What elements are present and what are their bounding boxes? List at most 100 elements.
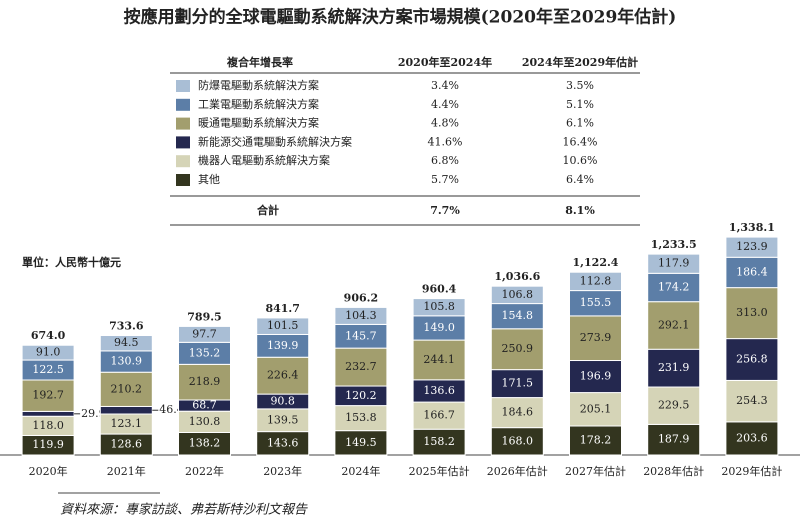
bar-segment — [569, 271, 622, 292]
x-tick-label: 2024年 — [341, 464, 380, 478]
bar-segment — [647, 423, 701, 456]
data-label: 117.9 — [658, 257, 690, 270]
bar-segment — [490, 303, 544, 330]
data-label: 122.5 — [32, 363, 64, 376]
bar-segment — [99, 335, 153, 352]
data-label: 166.7 — [423, 409, 455, 422]
data-label: 135.2 — [189, 346, 221, 359]
bar-segment — [647, 253, 701, 274]
legend-swatch — [176, 80, 190, 92]
data-label: 123.1 — [111, 417, 143, 430]
bar-segment — [647, 301, 701, 350]
bar-segment — [21, 344, 75, 361]
data-label: 104.3 — [345, 309, 377, 322]
data-label: 139.9 — [267, 339, 299, 352]
data-label: 231.9 — [658, 361, 690, 374]
bar-segment — [21, 410, 75, 417]
data-label: 97.7 — [192, 327, 217, 340]
bar-segment — [569, 425, 622, 456]
legend-swatch — [176, 136, 190, 149]
data-label: 119.9 — [32, 438, 64, 451]
cagr-value: 10.6% — [563, 154, 598, 167]
data-label: 154.8 — [502, 309, 534, 322]
bar-segment — [569, 315, 622, 362]
x-tick-label: 2025年估計 — [409, 464, 470, 478]
data-label: 192.7 — [32, 389, 64, 402]
bar-segment — [725, 236, 779, 258]
data-label: 273.9 — [580, 331, 612, 344]
total-label: 841.7 — [265, 302, 299, 315]
total-label: 906.2 — [344, 291, 378, 304]
legend-label: 暖通電驅動系統解決方案 — [198, 116, 319, 130]
legend-label: 其他 — [198, 173, 220, 186]
data-label: 244.1 — [423, 353, 455, 366]
legend-swatch — [176, 155, 190, 168]
data-label: 149.0 — [423, 321, 455, 334]
bar-segment — [647, 386, 701, 425]
cagr-value: 5.1% — [566, 98, 594, 111]
legend-label: 工業電驅動系統解決方案 — [198, 97, 319, 111]
data-label: 292.1 — [658, 318, 690, 331]
data-label: 149.5 — [345, 436, 377, 449]
data-label: 143.6 — [267, 436, 299, 449]
total-label: 733.6 — [109, 320, 144, 333]
data-label: 229.5 — [658, 399, 690, 412]
bar-segment — [725, 287, 779, 340]
data-label: 218.9 — [189, 375, 221, 388]
bar-segment — [725, 338, 779, 381]
bar-segment — [412, 315, 466, 341]
data-label: 101.5 — [267, 319, 299, 332]
legend-label: 防爆電驅動系統解決方案 — [198, 78, 319, 92]
bar-segment — [256, 356, 310, 395]
bar-segment — [569, 360, 622, 394]
cagr-total-label: 合計 — [257, 203, 279, 217]
data-label: 94.5 — [114, 336, 139, 349]
bar-segment — [412, 428, 466, 456]
bar-segment — [412, 401, 466, 430]
data-label: 171.5 — [502, 377, 534, 390]
bar-segment — [334, 306, 388, 325]
data-label: 210.2 — [111, 382, 143, 395]
x-tick-label: 2021年 — [107, 464, 146, 478]
data-label: 105.8 — [423, 300, 455, 313]
cagr-value: 3.4% — [431, 79, 459, 92]
legend-swatch — [176, 117, 190, 130]
source: 資料來源：專家訪談、弗若斯特沙利文報告 — [60, 502, 308, 518]
cagr-value: 6.1% — [566, 117, 594, 130]
data-label: 203.6 — [736, 431, 768, 444]
bar-segment — [256, 317, 310, 335]
data-label: 106.8 — [502, 288, 534, 301]
bar-segment — [412, 339, 466, 381]
cagr-value: 4.8% — [431, 117, 459, 130]
cagr-value: 5.7% — [431, 173, 459, 186]
total-label: 789.5 — [187, 310, 221, 323]
data-label: 153.8 — [345, 411, 377, 424]
chart-title: 按應用劃分的全球電驅動系統解決方案市場規模(2020年至2029年估計) — [124, 7, 677, 28]
bar-segment — [490, 285, 544, 305]
bar-segment — [725, 421, 779, 456]
bar-segment — [99, 405, 153, 415]
total-label: 1,036.6 — [494, 270, 540, 283]
data-label: 178.2 — [580, 433, 612, 446]
cagr-period: 2024年至2029年估計 — [522, 55, 638, 69]
bar-segment — [569, 290, 622, 317]
data-label: 196.9 — [580, 370, 612, 383]
bar-segment — [725, 256, 779, 289]
data-label: 112.8 — [580, 274, 612, 287]
bar-segment — [725, 379, 779, 423]
data-label: 256.8 — [736, 353, 768, 366]
total-label: 674.0 — [31, 329, 66, 342]
data-label: 128.6 — [111, 438, 143, 451]
cagr-period: 2020年至2024年 — [398, 55, 492, 69]
cagr-value: 6.8% — [431, 154, 459, 167]
data-label: 68.7 — [192, 399, 217, 412]
cagr-value: 6.4% — [566, 173, 594, 186]
data-label: 123.9 — [736, 240, 768, 253]
legend-label: 新能源交通電驅動系統解決方案 — [198, 134, 352, 148]
data-label: 29.9 — [81, 407, 106, 420]
data-label: 91.0 — [36, 346, 61, 359]
data-label: 90.8 — [270, 395, 295, 408]
data-label: 226.4 — [267, 369, 299, 382]
